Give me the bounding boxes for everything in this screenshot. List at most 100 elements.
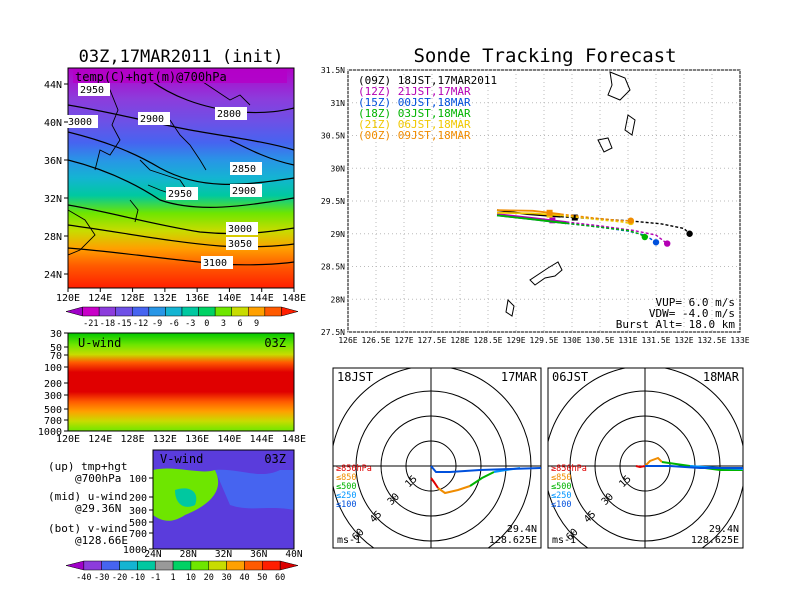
map-x-tick-label: 120E: [56, 293, 80, 304]
wind-colorbar-swatch: [262, 560, 281, 571]
hodo-curve: [644, 456, 663, 467]
note-mid-2: @29.36N: [75, 502, 121, 515]
island-yakushima: [597, 137, 613, 153]
hodo-unit: ms-1: [337, 535, 361, 546]
temperature-field: [68, 68, 294, 288]
info-vup: VUP= 6.0 m/s: [656, 296, 735, 309]
track-y-tick-label: 29.5N: [321, 197, 345, 206]
track-y-axis: 27.5N 28N 28.5N 29N 29.5N 30N 30.5N 31N 31.5N: [321, 66, 345, 337]
track-end-point: [664, 240, 671, 247]
contour-label-bg: [166, 187, 198, 200]
track-line-dashed: [566, 221, 668, 245]
v-wind-teal-blob: [175, 488, 197, 507]
contour-label: 3050: [228, 239, 252, 250]
track-y-tick-label: 31N: [331, 99, 346, 108]
note-bot-2: @128.66E: [75, 534, 128, 547]
wind-colorbar-swatch: [208, 560, 227, 571]
hodo-pressure-label: ≥850hPa: [336, 464, 372, 474]
temp-colorbar-label: -18: [100, 319, 115, 329]
temp-colorbar-label: 3: [221, 319, 226, 329]
u-wind-x-axis: 120E 124E 128E 132E 136E 140E 144E 148E: [56, 434, 306, 445]
island-amami: [529, 261, 563, 286]
contour-label-bg: [78, 83, 110, 96]
info-vdw: VDW= -4.0 m/s: [649, 307, 735, 320]
contour-label: 2850: [232, 164, 256, 175]
hodo-pressure-label: ≤250: [336, 491, 356, 501]
hodo-curve: [645, 465, 743, 469]
hodo-lat: 29.4N: [709, 524, 739, 535]
u-y-tick-label: 100: [44, 363, 62, 374]
track-x-tick-label: 130.5E: [586, 336, 615, 345]
v-wind-label: V-wind: [160, 452, 203, 466]
temperature-colorbar: -21 -18 -15 -12 -9 -6 -3 0 3 6 9: [65, 306, 299, 329]
u-x-tick-label: 128E: [121, 434, 145, 445]
v-y-tick-label: 500: [129, 518, 147, 529]
contour-label-bg: [230, 184, 262, 197]
temp-colorbar-label: -9: [152, 319, 162, 329]
panel-notes: (up) tmp+hgt @700hPa (mid) u-wind @29.36…: [48, 460, 128, 547]
wind-colorbar-label: 30: [221, 573, 231, 583]
contour-label-bg: [226, 237, 258, 250]
wind-colorbar-label: 50: [257, 573, 267, 583]
wind-colorbar-label: -40: [76, 573, 91, 583]
temp-colorbar-swatch: [65, 306, 83, 317]
map-y-tick-label: 24N: [44, 270, 62, 281]
track-x-tick-label: 130E: [562, 336, 581, 345]
track-x-tick-label: 131.5E: [642, 336, 671, 345]
track-x-axis: 126E 126.5E 127E 127.5E 128E 128.5E 129E 129.5E…: [338, 336, 749, 345]
u-y-tick-label: 500: [44, 405, 62, 416]
note-up-1: (up) tmp+hgt: [48, 460, 127, 473]
track-end-point: [652, 239, 660, 246]
wind-colorbar-label: 40: [239, 573, 249, 583]
track-line-dashed: [566, 222, 646, 238]
v-y-tick-label: 1000: [123, 545, 147, 556]
hodo-pressure-label: ≤100: [551, 500, 571, 510]
wind-colorbar-label: 20: [204, 573, 214, 583]
u-x-tick-label: 148E: [282, 434, 306, 445]
map-x-tick-label: 124E: [88, 293, 112, 304]
track-legend-entry: (18Z) 03JST,18MAR: [358, 107, 471, 120]
temp-colorbar-swatch: [98, 306, 116, 317]
contour-label-bg: [226, 222, 258, 235]
temp-colorbar-swatch: [198, 306, 216, 317]
hodo-lat: 29.4N: [507, 524, 537, 535]
contour-label: 2950: [168, 189, 192, 200]
u-y-tick-label: 50: [50, 343, 62, 354]
v-y-tick-label: 700: [129, 529, 147, 540]
hodo-pressure-label: ≤500: [551, 482, 571, 492]
hodo-jst: 18JST: [337, 370, 373, 384]
hodo-curve: [430, 465, 541, 473]
temp-colorbar-label: -21: [83, 319, 98, 329]
note-mid-1: (mid) u-wind: [48, 490, 127, 503]
hodo-lon: 128.625E: [691, 535, 739, 546]
track-series: [496, 209, 693, 247]
temp-colorbar-label: -3: [185, 319, 195, 329]
wind-colorbar-swatch: [65, 560, 85, 571]
track-x-tick-label: 132.5E: [698, 336, 727, 345]
wind-colorbar-swatch: [172, 560, 192, 571]
map-x-tick-label: 148E: [282, 293, 306, 304]
v-wind-frame: [152, 449, 295, 550]
right-title: Sonde Tracking Forecast: [413, 45, 676, 67]
track-y-tick-label: 27.5N: [321, 328, 345, 337]
temperature-map: temp(C)+hgt(m)@700hPa 2950 3000 2900 2800 28…: [44, 67, 306, 304]
track-legend: (09Z) 18JST,17MAR2011(12Z) 21JST,17MAR(1…: [358, 74, 497, 142]
temp-colorbar-swatch: [115, 306, 133, 317]
u-wind-frame: [67, 332, 295, 432]
wind-colorbar-label: 60: [275, 573, 285, 583]
u-y-tick-label: 70: [50, 351, 62, 362]
u-y-tick-label: 700: [44, 416, 62, 427]
track-x-tick-label: 127E: [394, 336, 413, 345]
track-x-tick-label: 131E: [618, 336, 637, 345]
temp-colorbar-label: 0: [204, 319, 209, 329]
temp-colorbar-label: 9: [254, 319, 259, 329]
contour-label-bg: [201, 256, 233, 269]
v-wind-blue-blob: [215, 469, 294, 510]
temp-colorbar-swatch: [148, 306, 166, 317]
hodo-curve: [469, 471, 495, 487]
track-end-point: [641, 233, 648, 241]
v-x-tick-label: 36N: [250, 549, 267, 560]
wind-colorbar: -40 -30 -20 -10 -1 1 10 20 30 40 50 60: [65, 560, 299, 583]
